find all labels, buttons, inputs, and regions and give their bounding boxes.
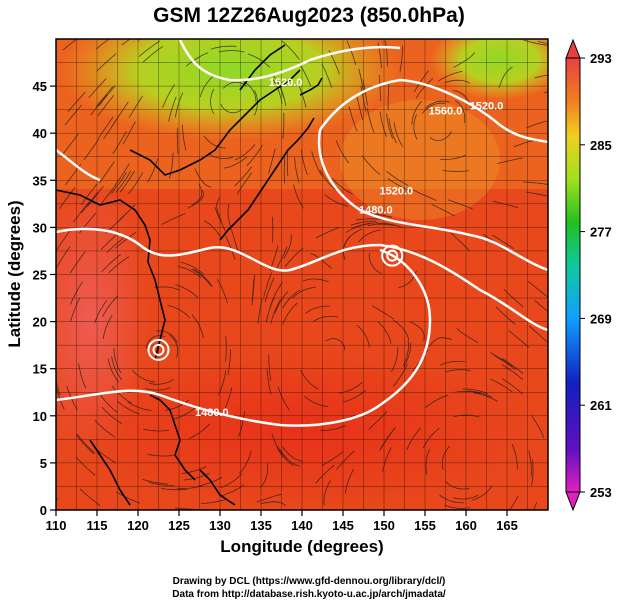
coastline bbox=[56, 44, 323, 506]
x-axis-label: Longitude (degrees) bbox=[220, 537, 383, 556]
y-axis-label: Latitude (degrees) bbox=[5, 200, 24, 347]
y-tick-label: 15 bbox=[33, 362, 47, 377]
colorbar-lower-arrow bbox=[565, 491, 581, 512]
x-tick-label: 135 bbox=[250, 518, 272, 533]
x-tick-label: 115 bbox=[87, 518, 108, 533]
colorbar-tick-label: 261 bbox=[590, 398, 612, 413]
y-tick-label: 35 bbox=[33, 173, 47, 188]
contour-label: 1520.0 bbox=[269, 77, 303, 89]
x-tick-label: 120 bbox=[127, 518, 149, 533]
contour-label: 1520.0 bbox=[470, 101, 504, 113]
x-tick-label: 140 bbox=[291, 518, 313, 533]
colorbar-gradient bbox=[565, 57, 581, 493]
credit-line-2: Data from http://database.rish.kyoto-u.a… bbox=[172, 589, 446, 600]
x-tick-label: 145 bbox=[332, 518, 354, 533]
y-tick-label: 10 bbox=[33, 409, 47, 424]
contour-label: 1520.0 bbox=[379, 185, 413, 197]
y-tick-label: 0 bbox=[40, 503, 47, 518]
y-tick-label: 5 bbox=[40, 456, 47, 471]
x-tick-label: 150 bbox=[373, 518, 395, 533]
grid-lines bbox=[56, 39, 548, 510]
colorbar-tick-label: 269 bbox=[590, 311, 612, 326]
cyclone-center bbox=[147, 338, 170, 361]
y-tick-label: 25 bbox=[33, 268, 47, 283]
x-axis-ticks: 110 115 120 125 130 135 140 145 150 155 160 165 bbox=[46, 510, 518, 533]
colorbar-tick-label: 253 bbox=[590, 485, 612, 500]
x-tick-label: 160 bbox=[455, 518, 477, 533]
contour-label: 1480.0 bbox=[195, 407, 229, 419]
contour-label: 1560.0 bbox=[429, 105, 463, 117]
chart-title: GSM 12Z26Aug2023 (850.0hPa) bbox=[153, 4, 465, 27]
colorbar-tick-label: 285 bbox=[590, 138, 612, 153]
credit-line-1: Drawing by DCL (https://www.gfd-dennou.o… bbox=[173, 576, 446, 587]
colorbar-tick-label: 277 bbox=[590, 225, 612, 240]
x-tick-label: 165 bbox=[496, 518, 518, 533]
plot-area: 1480.0 1520.0 1560.0 1520.0 1520.0 1480.0 bbox=[56, 39, 548, 510]
colorbar-upper-arrow bbox=[565, 38, 581, 59]
x-tick-label: 130 bbox=[209, 518, 231, 533]
y-tick-label: 20 bbox=[33, 315, 47, 330]
x-tick-label: 125 bbox=[168, 518, 190, 533]
cool-air-region bbox=[60, 39, 400, 140]
geopotential-contours bbox=[56, 39, 548, 427]
contour-label: 1480.0 bbox=[359, 204, 393, 216]
y-tick-label: 30 bbox=[33, 220, 47, 235]
x-tick-label: 110 bbox=[46, 518, 67, 533]
y-axis-ticks: 0 5 10 15 20 25 30 35 40 45 bbox=[33, 79, 56, 518]
colorbar: 253 261 269 277 285 293 bbox=[565, 38, 612, 512]
y-tick-label: 45 bbox=[33, 79, 47, 94]
cyclone-center bbox=[381, 244, 404, 267]
y-tick-label: 40 bbox=[33, 126, 47, 141]
x-tick-label: 155 bbox=[414, 518, 436, 533]
colorbar-tick-label: 293 bbox=[590, 51, 612, 66]
